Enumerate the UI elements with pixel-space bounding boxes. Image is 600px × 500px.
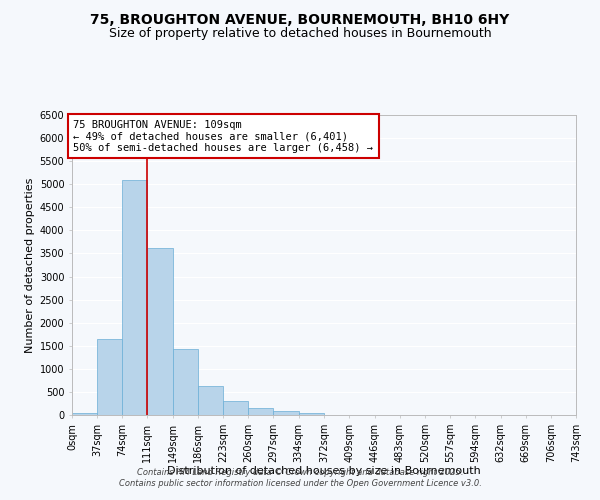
X-axis label: Distribution of detached houses by size in Bournemouth: Distribution of detached houses by size … — [167, 466, 481, 476]
Text: 75, BROUGHTON AVENUE, BOURNEMOUTH, BH10 6HY: 75, BROUGHTON AVENUE, BOURNEMOUTH, BH10 … — [91, 12, 509, 26]
Bar — [198, 386, 223, 415]
Bar — [72, 412, 97, 415]
Bar — [248, 408, 274, 415]
Bar — [223, 400, 248, 415]
Bar — [147, 248, 173, 415]
Bar — [299, 413, 325, 415]
Text: Size of property relative to detached houses in Bournemouth: Size of property relative to detached ho… — [109, 28, 491, 40]
Text: 75 BROUGHTON AVENUE: 109sqm
← 49% of detached houses are smaller (6,401)
50% of : 75 BROUGHTON AVENUE: 109sqm ← 49% of det… — [73, 120, 373, 153]
Y-axis label: Number of detached properties: Number of detached properties — [25, 178, 35, 352]
Bar — [173, 349, 198, 415]
Bar — [122, 180, 147, 415]
Text: Contains HM Land Registry data © Crown copyright and database right 2025.
Contai: Contains HM Land Registry data © Crown c… — [119, 468, 481, 487]
Bar — [97, 339, 122, 415]
Bar — [274, 412, 299, 415]
